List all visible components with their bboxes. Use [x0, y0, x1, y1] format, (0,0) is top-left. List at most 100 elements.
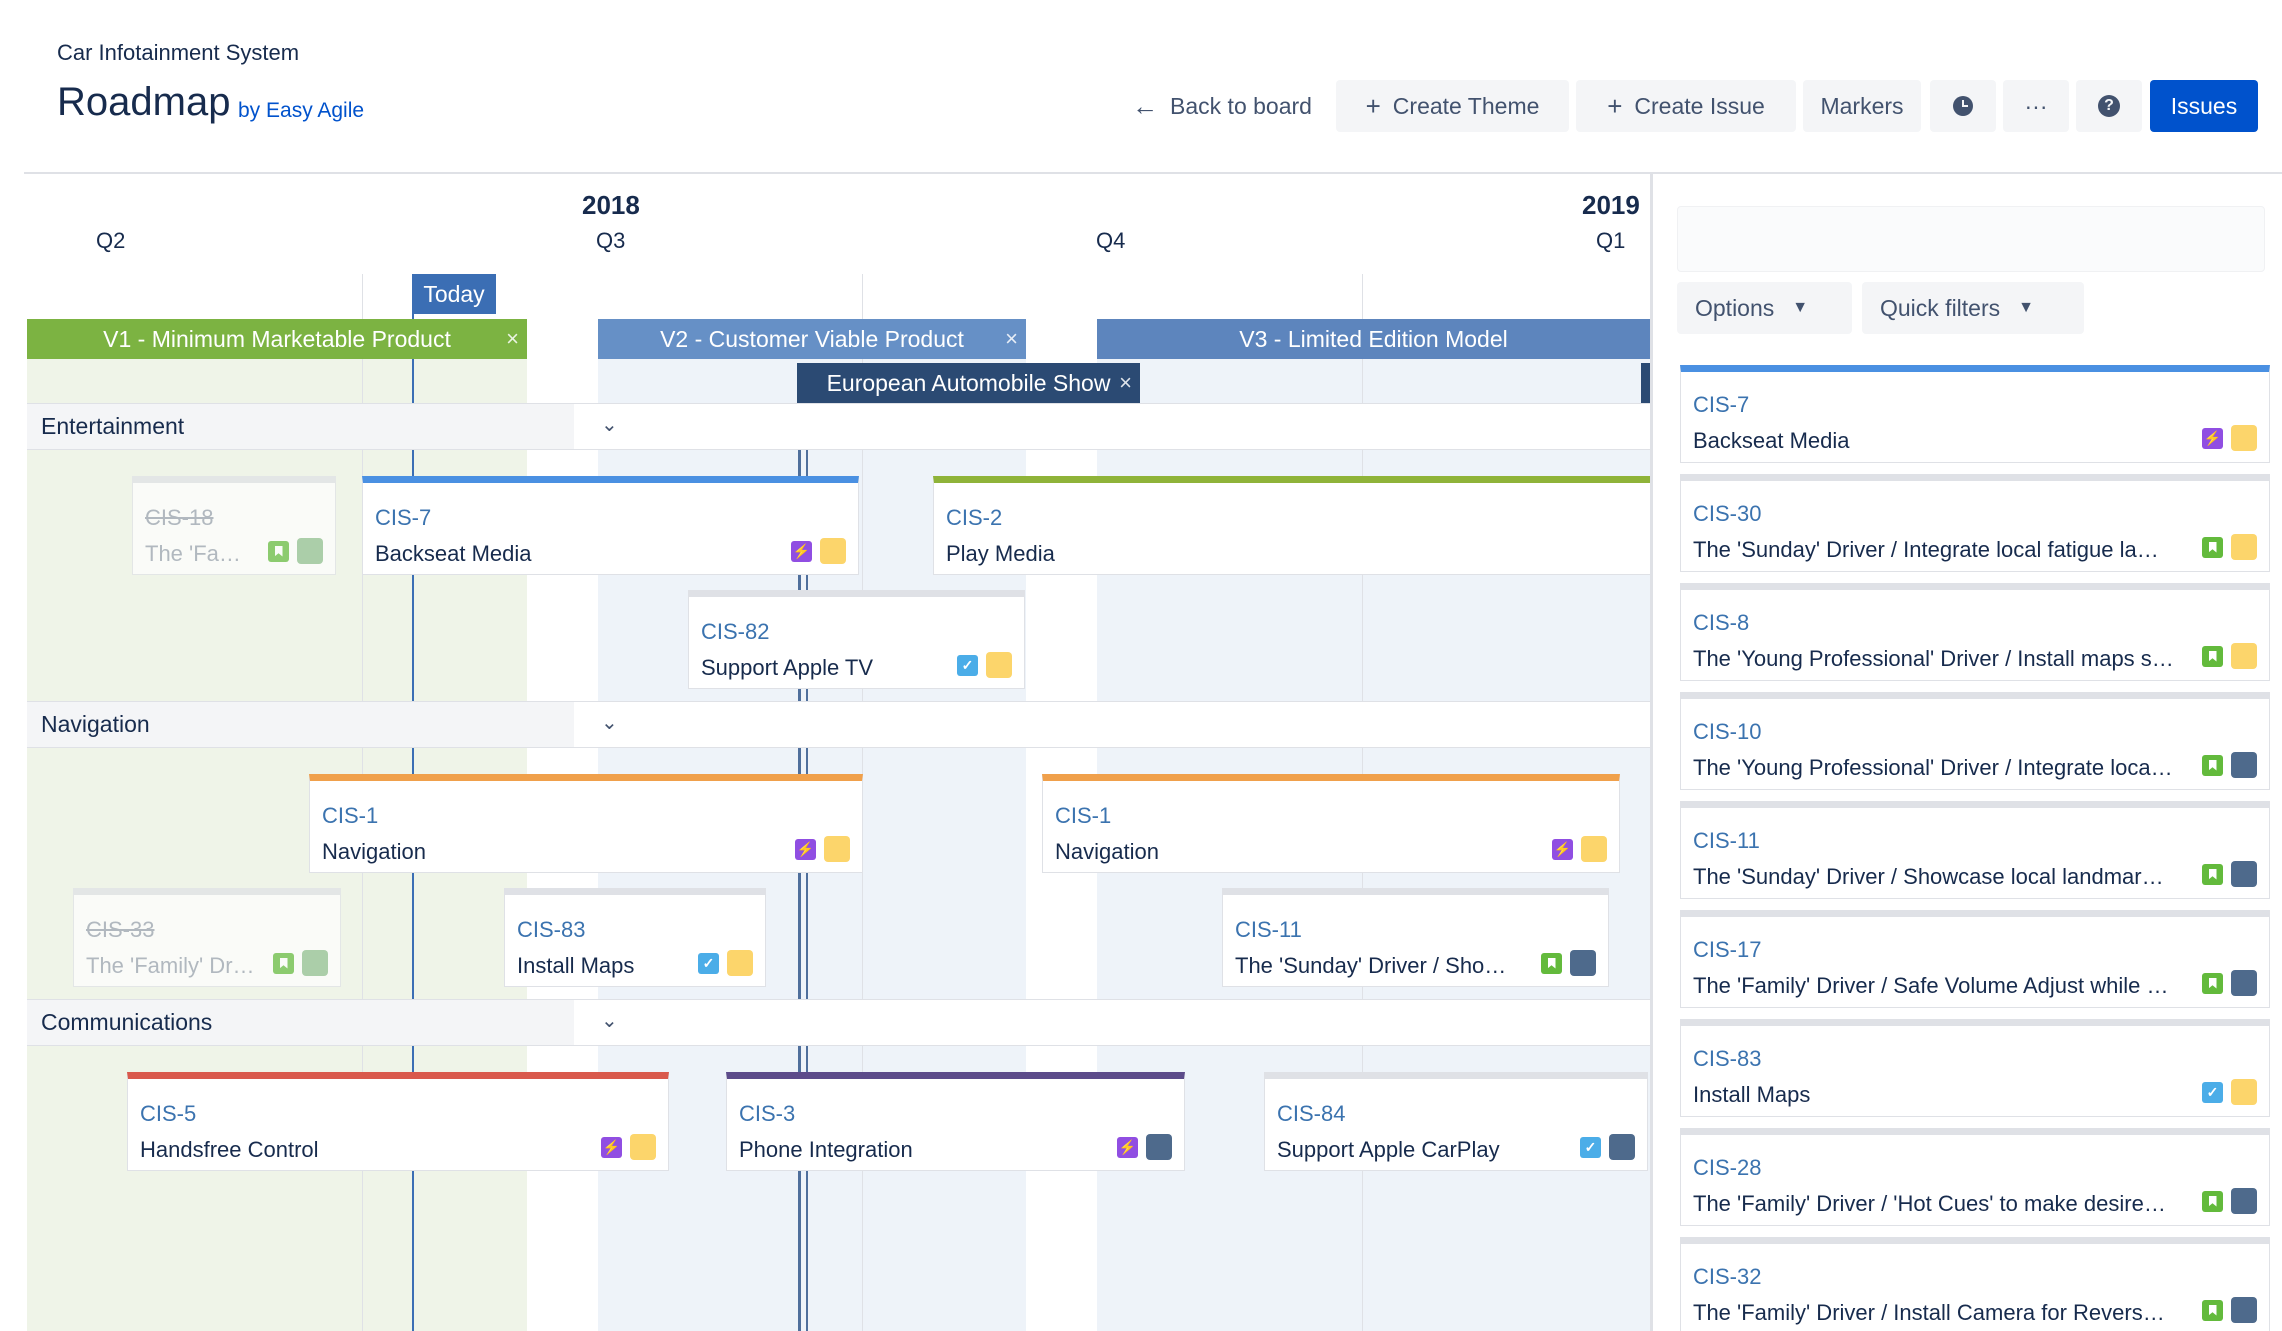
issue-card-cis-7[interactable]: CIS-7 Backseat Media ⚡ — [362, 476, 859, 575]
close-icon[interactable]: × — [1005, 326, 1018, 351]
issue-key[interactable]: CIS-83 — [517, 917, 586, 942]
story-icon — [1541, 952, 1562, 974]
issue-key[interactable]: CIS-83 — [1693, 1046, 1762, 1071]
issue-card-cis-83[interactable]: CIS-83 Install Maps ✓ — [504, 888, 766, 987]
issue-key[interactable]: CIS-8 — [1693, 610, 1750, 635]
close-icon[interactable]: × — [506, 326, 519, 351]
issue-summary: The 'Family' Driver / Install Camera for… — [1693, 1300, 2165, 1325]
issue-summary: The 'Fa… — [145, 541, 241, 566]
issue-key[interactable]: CIS-82 — [701, 619, 770, 644]
version-bar-v1[interactable]: V1 - Minimum Marketable Product × — [27, 319, 527, 359]
history-button[interactable] — [1930, 80, 1996, 132]
issue-key[interactable]: CIS-5 — [140, 1101, 197, 1126]
issue-key[interactable]: CIS-18 — [145, 505, 214, 530]
issue-card-cis-2[interactable]: CIS-2 Play Media — [933, 476, 1650, 575]
story-icon — [273, 952, 294, 974]
chevron-down-icon: ▼ — [1792, 299, 1809, 316]
version-bar-v3[interactable]: V3 - Limited Edition Model — [1097, 319, 1650, 359]
panel-issue-card[interactable]: CIS-28 The 'Family' Driver / 'Hot Cues' … — [1680, 1128, 2270, 1226]
back-to-board-button[interactable]: ← Back to board — [1122, 80, 1322, 132]
issue-card-cis-1[interactable]: CIS-1 Navigation ⚡ — [1042, 774, 1620, 873]
status-indicator — [302, 950, 328, 976]
more-icon: ··· — [2024, 92, 2048, 119]
issue-card-cis-18[interactable]: CIS-18 The 'Fa… — [132, 476, 336, 575]
issue-key[interactable]: CIS-7 — [1693, 392, 1750, 417]
issue-card-cis-1[interactable]: CIS-1 Navigation ⚡ — [309, 774, 863, 873]
panel-issue-card[interactable]: CIS-10 The 'Young Professional' Driver /… — [1680, 692, 2270, 790]
status-indicator — [1570, 950, 1596, 976]
chevron-down-icon[interactable]: ⌄ — [601, 712, 618, 734]
task-icon: ✓ — [1580, 1136, 1601, 1158]
panel-issue-card[interactable]: CIS-32 The 'Family' Driver / Install Cam… — [1680, 1237, 2270, 1331]
issue-key[interactable]: CIS-84 — [1277, 1101, 1346, 1126]
task-icon: ✓ — [957, 654, 978, 676]
task-icon: ✓ — [2202, 1081, 2223, 1103]
epic-icon: ⚡ — [795, 838, 816, 860]
panel-issue-card[interactable]: CIS-11 The 'Sunday' Driver / Showcase lo… — [1680, 801, 2270, 899]
issue-key[interactable]: CIS-11 — [1235, 917, 1302, 942]
quick-filters-dropdown[interactable]: Quick filters ▼ — [1862, 282, 2084, 334]
issue-key[interactable]: CIS-7 — [375, 505, 432, 530]
header-divider — [24, 172, 2282, 174]
create-theme-button[interactable]: + Create Theme — [1336, 80, 1569, 132]
panel-issue-card[interactable]: CIS-83 Install Maps ✓ — [1680, 1019, 2270, 1117]
project-name[interactable]: Car Infotainment System — [57, 40, 300, 65]
version-bar-v2[interactable]: V2 - Customer Viable Product × — [598, 319, 1026, 359]
issue-card-cis-82[interactable]: CIS-82 Support Apple TV ✓ — [688, 590, 1025, 689]
marker-bar-european-automobile-show[interactable]: European Automobile Show × — [797, 363, 1140, 403]
lane-header-entertainment[interactable]: Entertainment ⌄ — [27, 403, 1650, 450]
lane-label: Navigation — [27, 702, 574, 747]
issue-key[interactable]: CIS-28 — [1693, 1155, 1762, 1180]
panel-search-input[interactable] — [1677, 206, 2265, 272]
issue-card-cis-11[interactable]: CIS-11 The 'Sunday' Driver / Sho… — [1222, 888, 1609, 987]
issue-summary: The 'Young Professional' Driver / Instal… — [1693, 646, 2174, 671]
help-button[interactable]: ? — [2076, 80, 2142, 132]
lane-header-navigation[interactable]: Navigation ⌄ — [27, 701, 1650, 748]
issue-key[interactable]: CIS-3 — [739, 1101, 796, 1126]
issue-key[interactable]: CIS-2 — [946, 505, 1003, 530]
issues-button[interactable]: Issues — [2150, 80, 2258, 132]
create-issue-button[interactable]: + Create Issue — [1576, 80, 1796, 132]
issue-key[interactable]: CIS-32 — [1693, 1264, 1762, 1289]
issue-key[interactable]: CIS-30 — [1693, 501, 1762, 526]
issue-summary: The 'Sunday' Driver / Sho… — [1235, 953, 1507, 978]
issue-key[interactable]: CIS-33 — [86, 917, 155, 942]
status-indicator — [820, 538, 846, 564]
story-icon — [2202, 1190, 2223, 1212]
options-dropdown[interactable]: Options ▼ — [1677, 282, 1852, 334]
panel-issue-card[interactable]: CIS-7 Backseat Media ⚡ — [1680, 365, 2270, 463]
panel-issue-card[interactable]: CIS-30 The 'Sunday' Driver / Integrate l… — [1680, 474, 2270, 572]
issue-card-cis-5[interactable]: CIS-5 Handsfree Control ⚡ — [127, 1072, 669, 1171]
issue-key[interactable]: CIS-17 — [1693, 937, 1762, 962]
roadmap-timeline[interactable]: 2018 2019 Q2 Q3 Q4 Q1 Today V1 - Minimum… — [0, 174, 1650, 1331]
markers-button[interactable]: Markers — [1803, 80, 1921, 132]
issue-summary: Navigation — [1055, 839, 1159, 864]
create-issue-label: Create Issue — [1634, 92, 1765, 119]
issue-key[interactable]: CIS-11 — [1693, 828, 1760, 853]
lane-header-communications[interactable]: Communications ⌄ — [27, 999, 1650, 1046]
status-indicator — [2231, 861, 2257, 887]
issue-card-cis-84[interactable]: CIS-84 Support Apple CarPlay ✓ — [1264, 1072, 1648, 1171]
issue-summary: The 'Family' Dr… — [86, 953, 255, 978]
issue-summary: Install Maps — [1693, 1082, 1811, 1107]
more-button[interactable]: ··· — [2003, 80, 2069, 132]
panel-issue-card[interactable]: CIS-8 The 'Young Professional' Driver / … — [1680, 583, 2270, 681]
issues-label: Issues — [2170, 92, 2238, 119]
status-indicator — [297, 538, 323, 564]
issue-key[interactable]: CIS-1 — [1055, 803, 1112, 828]
issue-card-cis-3[interactable]: CIS-3 Phone Integration ⚡ — [726, 1072, 1185, 1171]
issue-key[interactable]: CIS-10 — [1693, 719, 1762, 744]
issue-card-cis-33[interactable]: CIS-33 The 'Family' Dr… — [73, 888, 341, 987]
issue-key[interactable]: CIS-1 — [322, 803, 379, 828]
status-indicator — [1581, 836, 1607, 862]
by-easy-agile-link[interactable]: by Easy Agile — [238, 99, 365, 122]
chevron-down-icon[interactable]: ⌄ — [601, 414, 618, 436]
panel-issue-card[interactable]: CIS-17 The 'Family' Driver / Safe Volume… — [1680, 910, 2270, 1008]
status-indicator — [824, 836, 850, 862]
story-icon — [2202, 645, 2223, 667]
chevron-down-icon[interactable]: ⌄ — [601, 1010, 618, 1032]
close-icon[interactable]: × — [1119, 370, 1132, 395]
issue-summary: Navigation — [322, 839, 426, 864]
status-indicator — [727, 950, 753, 976]
back-to-board-label: Back to board — [1170, 92, 1312, 119]
